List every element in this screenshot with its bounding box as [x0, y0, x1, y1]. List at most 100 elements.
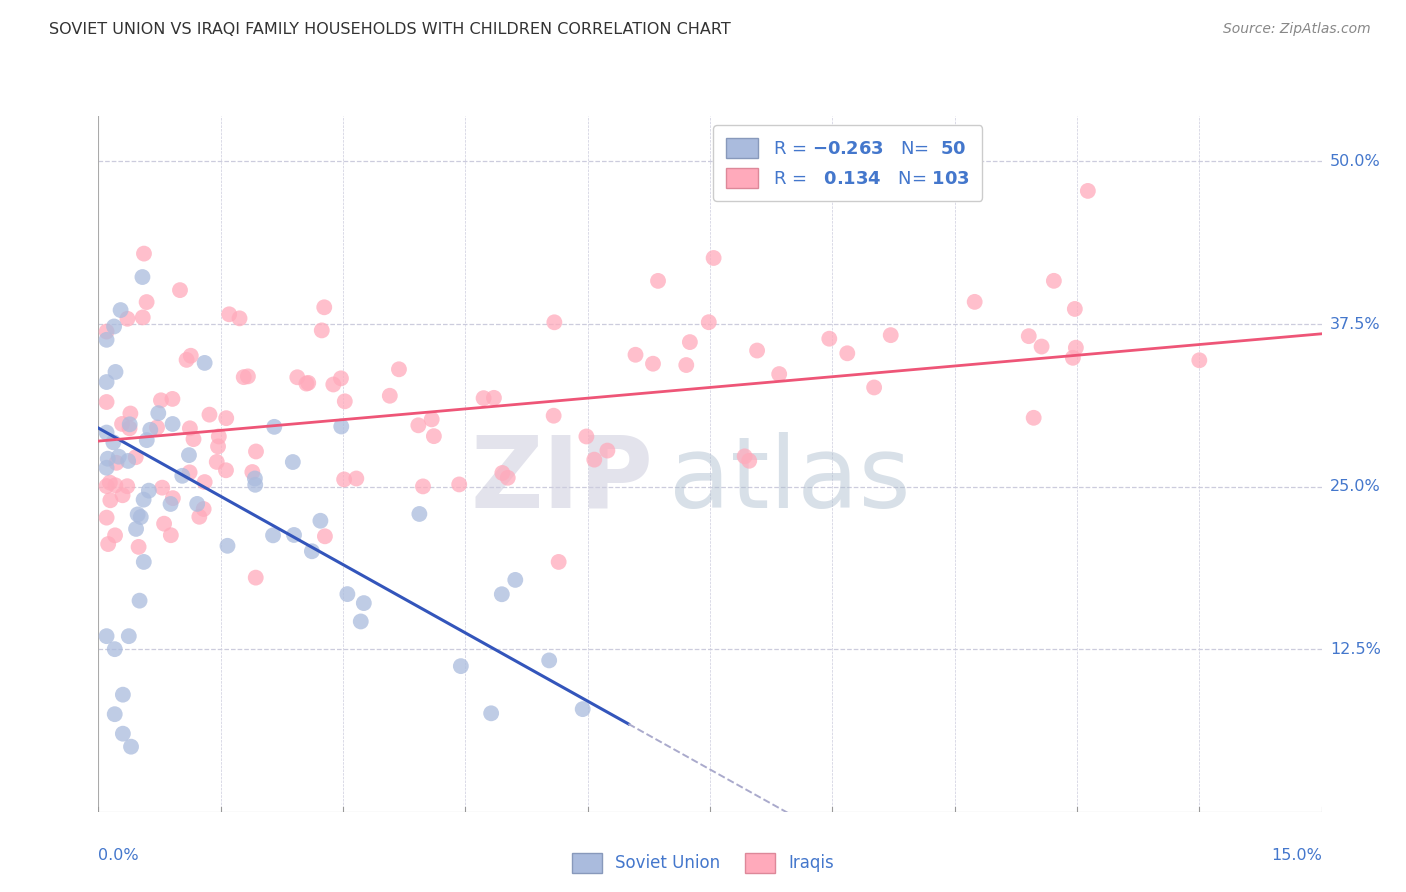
Point: [135, 433, 157, 447]
Point: [1063, 301, 1085, 316]
Text: ZIP: ZIP: [470, 432, 652, 529]
Point: [132, 310, 155, 325]
Point: [309, 514, 332, 528]
Point: [179, 466, 201, 480]
Point: [193, 502, 215, 516]
Point: [96, 629, 118, 643]
Point: [538, 653, 561, 667]
Point: [1064, 341, 1087, 355]
Point: [281, 455, 304, 469]
Point: [679, 335, 702, 350]
Point: [818, 332, 841, 346]
Point: [236, 369, 259, 384]
Point: [311, 323, 333, 337]
Point: [97, 537, 120, 551]
Point: [423, 429, 446, 443]
Point: [245, 444, 267, 458]
Point: [108, 450, 131, 464]
Point: [215, 463, 238, 477]
Point: [111, 688, 134, 702]
Point: [243, 471, 266, 485]
Text: 15.0%: 15.0%: [1271, 848, 1322, 863]
Point: [128, 540, 150, 554]
Point: [179, 421, 201, 435]
Point: [146, 420, 169, 434]
Point: [963, 294, 986, 309]
Point: [575, 429, 598, 443]
Point: [641, 357, 664, 371]
Point: [450, 659, 472, 673]
Point: [314, 529, 336, 543]
Point: [172, 468, 194, 483]
Point: [624, 348, 647, 362]
Point: [596, 443, 619, 458]
Point: [180, 349, 202, 363]
Point: [322, 377, 344, 392]
Text: 50.0%: 50.0%: [1330, 154, 1381, 169]
Point: [353, 596, 375, 610]
Text: 25.0%: 25.0%: [1330, 479, 1381, 494]
Point: [734, 450, 756, 464]
Point: [125, 522, 148, 536]
Point: [117, 311, 139, 326]
Point: [98, 475, 121, 490]
Point: [285, 370, 308, 384]
Point: [98, 493, 121, 508]
Point: [104, 478, 127, 492]
Point: [330, 371, 353, 385]
Point: [96, 333, 118, 347]
Point: [262, 528, 284, 542]
Point: [97, 451, 120, 466]
Point: [336, 587, 359, 601]
Point: [408, 418, 430, 433]
Point: [240, 465, 263, 479]
Point: [738, 454, 761, 468]
Point: [127, 508, 149, 522]
Point: [263, 420, 285, 434]
Point: [543, 409, 565, 423]
Point: [120, 739, 142, 754]
Point: [96, 460, 118, 475]
Point: [408, 507, 430, 521]
Point: [96, 425, 118, 440]
Point: [412, 479, 434, 493]
Point: [295, 376, 318, 391]
Point: [132, 492, 155, 507]
Point: [198, 408, 221, 422]
Point: [111, 417, 134, 431]
Point: [1043, 274, 1066, 288]
Point: [162, 392, 184, 406]
Point: [120, 407, 142, 421]
Point: [177, 448, 200, 462]
Point: [169, 283, 191, 297]
Point: [745, 343, 768, 358]
Point: [496, 471, 519, 485]
Point: [118, 421, 141, 435]
Point: [111, 488, 134, 502]
Legend: R = $\mathbf{-0.263}$   N=  $\mathbf{50}$, R =   $\mathbf{0.134}$   N= $\mathbf{: R = $\mathbf{-0.263}$ N= $\mathbf{50}$, …: [713, 125, 983, 201]
Point: [160, 528, 183, 542]
Point: [150, 481, 173, 495]
Point: [491, 466, 513, 480]
Point: [111, 727, 134, 741]
Point: [301, 544, 323, 558]
Point: [118, 417, 141, 432]
Point: [232, 370, 254, 384]
Point: [208, 429, 231, 443]
Point: [344, 471, 367, 485]
Text: atlas: atlas: [669, 432, 911, 529]
Point: [104, 528, 127, 542]
Point: [103, 319, 125, 334]
Point: [131, 270, 153, 285]
Point: [420, 412, 443, 426]
Point: [176, 352, 198, 367]
Point: [1018, 329, 1040, 343]
Point: [162, 491, 184, 505]
Point: [378, 389, 401, 403]
Point: [449, 477, 471, 491]
Point: [96, 375, 118, 389]
Point: [110, 303, 132, 318]
Point: [118, 629, 141, 643]
Point: [543, 315, 565, 329]
Point: [583, 452, 606, 467]
